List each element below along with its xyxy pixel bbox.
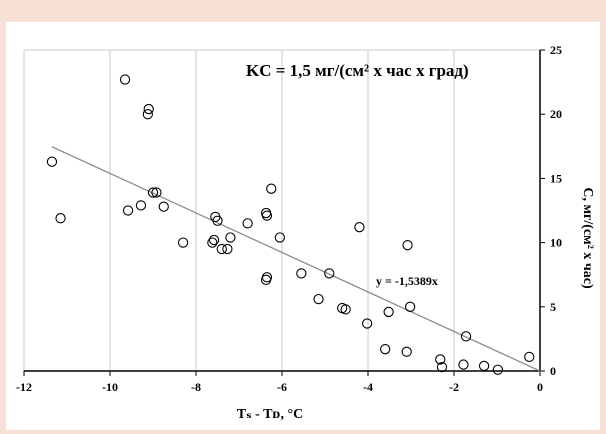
- y-tick-label: 20: [550, 107, 562, 121]
- data-point: [123, 206, 132, 215]
- data-point: [297, 269, 306, 278]
- data-point: [381, 345, 390, 354]
- trendline: [52, 147, 540, 371]
- data-point: [363, 319, 372, 328]
- data-point: [56, 214, 65, 223]
- data-point: [493, 365, 502, 374]
- data-point: [525, 352, 534, 361]
- data-point: [223, 244, 232, 253]
- data-point: [403, 241, 412, 250]
- data-point: [217, 244, 226, 253]
- data-point: [384, 307, 393, 316]
- data-point: [325, 269, 334, 278]
- x-axis-title: Tₛ - Tᴅ, °C: [237, 407, 303, 422]
- data-point: [208, 238, 217, 247]
- axes: [24, 50, 545, 376]
- y-tick-label: 15: [550, 171, 562, 185]
- y-tick-label: 5: [550, 300, 556, 314]
- x-tick-label: -8: [191, 380, 201, 394]
- data-point: [275, 233, 284, 242]
- y-tick-label: 0: [550, 364, 556, 378]
- data-point: [47, 157, 56, 166]
- x-tick-label: -6: [277, 380, 287, 394]
- data-point: [120, 75, 129, 84]
- chart-title: KС = 1,5 мг/(см² х час х град): [246, 61, 469, 80]
- data-point: [159, 202, 168, 211]
- data-point: [459, 360, 468, 369]
- data-point: [406, 302, 415, 311]
- data-point: [480, 361, 489, 370]
- data-point: [267, 184, 276, 193]
- data-point: [226, 233, 235, 242]
- y-tick-label: 10: [550, 236, 562, 250]
- x-tick-label: -4: [363, 380, 373, 394]
- data-point: [243, 219, 252, 228]
- y-tick-label: 25: [550, 43, 562, 57]
- x-tick-label: -12: [16, 380, 32, 394]
- trendline-group: [52, 147, 540, 371]
- y-axis-title: C, мг/(см² х час): [580, 187, 595, 289]
- data-point: [355, 223, 364, 232]
- data-point: [341, 305, 350, 314]
- grid-lines: [24, 50, 540, 371]
- data-points: [47, 75, 534, 374]
- data-point: [314, 294, 323, 303]
- data-point: [143, 110, 152, 119]
- y-tick-labels: 0 5 10 15 20 25: [550, 43, 562, 378]
- x-tick-label: -10: [102, 380, 118, 394]
- x-tick-labels: -12 -10 -8 -6 -4 -2 0: [16, 380, 543, 394]
- data-point: [179, 238, 188, 247]
- x-tick-label: 0: [537, 380, 543, 394]
- x-tick-label: -2: [449, 380, 459, 394]
- data-point: [402, 347, 411, 356]
- trendline-equation: y = -1,5389x: [376, 274, 438, 288]
- data-point: [136, 201, 145, 210]
